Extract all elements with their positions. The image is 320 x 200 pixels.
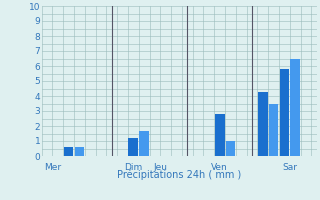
Bar <box>75 147 84 156</box>
Bar <box>64 147 73 156</box>
Bar <box>128 138 138 156</box>
X-axis label: Précipitations 24h ( mm ): Précipitations 24h ( mm ) <box>117 170 241 180</box>
Bar <box>258 92 268 156</box>
Bar <box>290 58 300 156</box>
Bar <box>226 141 235 156</box>
Bar <box>215 114 225 156</box>
Bar <box>280 69 289 156</box>
Text: Sar: Sar <box>282 164 297 172</box>
Bar <box>269 104 278 156</box>
Text: Dim: Dim <box>124 164 142 172</box>
Text: Jeu: Jeu <box>153 164 167 172</box>
Text: Mer: Mer <box>44 164 61 172</box>
Bar <box>139 130 149 156</box>
Text: Ven: Ven <box>211 164 228 172</box>
